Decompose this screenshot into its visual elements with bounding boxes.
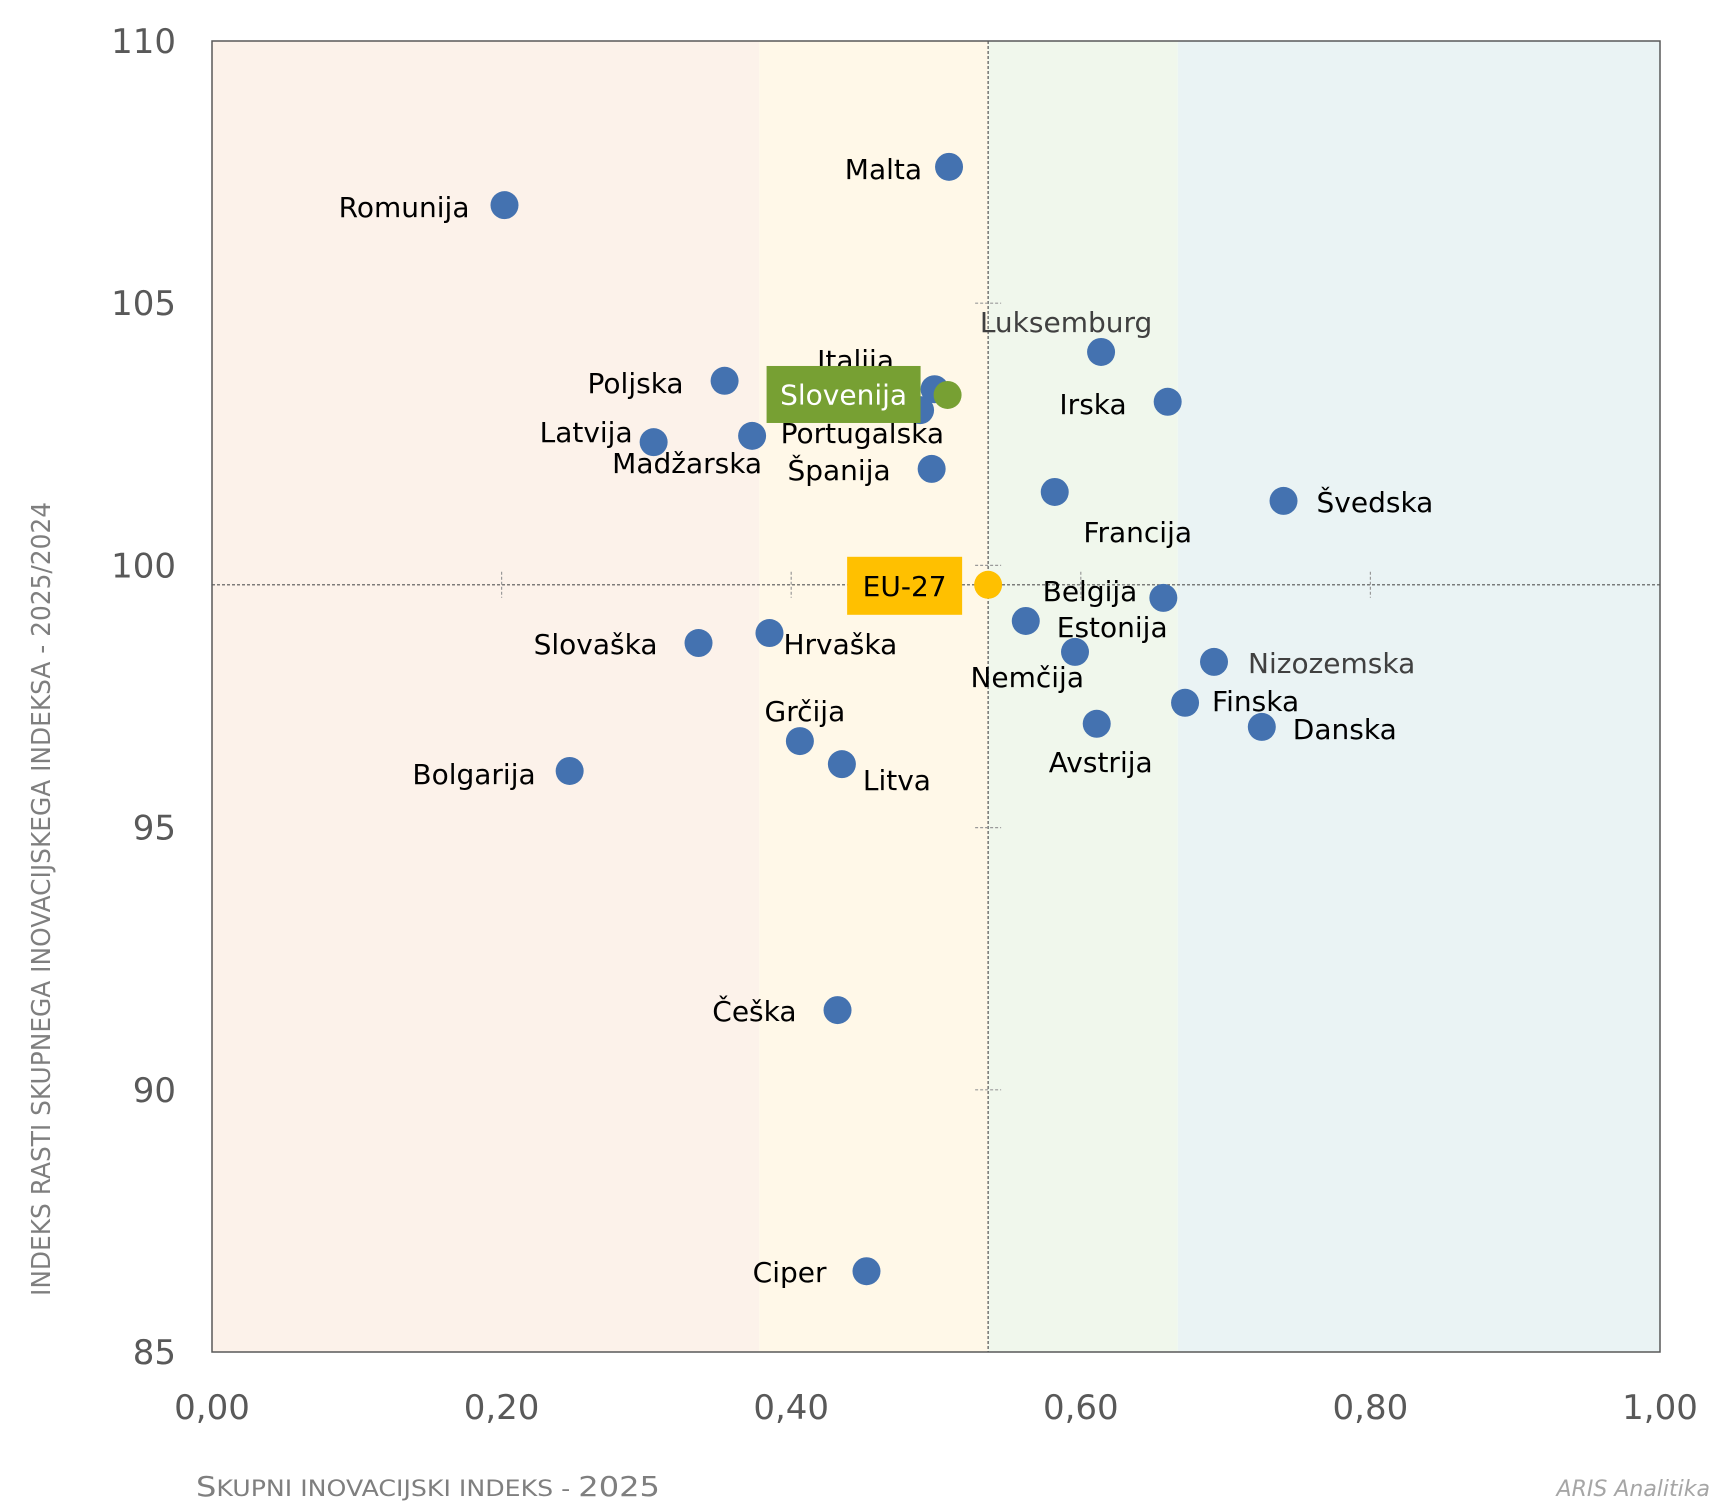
- highlight-label-eu: EU-27: [863, 570, 947, 603]
- data-point: [738, 421, 767, 450]
- background-band-4: [1177, 41, 1660, 1352]
- point-label: Nizozemska: [1248, 647, 1415, 680]
- background-bands: [212, 41, 1660, 1352]
- x-tick-label: 1,00: [1622, 1388, 1698, 1428]
- data-point: [1149, 583, 1178, 612]
- credit-watermark: ARIS Analitika: [1555, 1477, 1710, 1502]
- data-point: [827, 750, 856, 779]
- plot-frame: [211, 40, 1661, 1353]
- x-axis-ticks: 0,00 0,20 0,40 0,60 0,80 1,00: [174, 1388, 1698, 1428]
- y-axis-title: INDEKS RASTI SKUPNEGA INOVACIJSKEGA INDE…: [27, 502, 57, 1296]
- x-tick-label: 0,20: [464, 1388, 540, 1428]
- y-tick-label: 100: [111, 546, 176, 586]
- point-label: Belgija: [1043, 575, 1138, 608]
- point-label: Španija: [787, 453, 890, 487]
- point-label: Luksemburg: [980, 306, 1152, 339]
- point-label: Danska: [1293, 713, 1397, 746]
- data-point: [639, 428, 668, 457]
- point-label: Litva: [863, 764, 931, 797]
- y-axis-ticks: 85 90 95 100 105 110: [111, 22, 176, 1373]
- data-point: [1269, 486, 1298, 515]
- data-point: [710, 366, 739, 395]
- y-tick-label: 105: [111, 284, 176, 324]
- point-label: Grčija: [765, 695, 846, 728]
- reference-lines: [212, 41, 1660, 1352]
- background-band-3: [988, 41, 1178, 1352]
- point-label: Češka: [712, 994, 796, 1028]
- point-label: Francija: [1083, 516, 1192, 549]
- data-point: [1011, 606, 1040, 635]
- data-point: [785, 727, 814, 756]
- data-point: [823, 996, 852, 1025]
- point-label: Latvija: [540, 416, 633, 449]
- highlight-label-box-eu: [847, 556, 963, 615]
- point-label: Slovaška: [534, 628, 658, 661]
- point-label: Madžarska: [612, 447, 762, 480]
- data-point: [684, 629, 713, 658]
- point-label: Švedska: [1317, 485, 1434, 519]
- x-tick-label: 0,40: [753, 1388, 829, 1428]
- highlight-label-box-slovenia: [766, 365, 921, 423]
- highlight-point-eu: [974, 570, 1003, 599]
- point-label: Romunija: [339, 191, 470, 224]
- y-tick-label: 110: [111, 22, 176, 62]
- point-label: Ciper: [753, 1256, 827, 1289]
- point-label: Estonija: [1057, 611, 1168, 644]
- point-label: Bolgarija: [412, 758, 535, 791]
- data-labels: RomunijaMaltaPoljskaLatvijaMadžarskaItal…: [339, 153, 1434, 1289]
- x-tick-label: 0,60: [1043, 1388, 1119, 1428]
- point-label: Nemčija: [970, 661, 1084, 694]
- y-tick-label: 90: [133, 1071, 176, 1111]
- data-point: [755, 619, 784, 648]
- data-point: [852, 1257, 881, 1286]
- data-point: [490, 191, 519, 220]
- point-label: Malta: [845, 153, 922, 186]
- x-tick-label: 0,00: [174, 1388, 250, 1428]
- data-point: [935, 152, 964, 181]
- highlight-point-slovenia: [933, 380, 962, 409]
- background-band-1: [212, 41, 760, 1352]
- data-point: [1247, 712, 1276, 741]
- point-label: Irska: [1059, 388, 1126, 421]
- data-point: [1061, 637, 1090, 666]
- point-label: Finska: [1212, 685, 1299, 718]
- y-tick-label: 95: [133, 809, 176, 849]
- background-band-2: [759, 41, 989, 1352]
- data-point: [1200, 647, 1229, 676]
- data-point: [1171, 688, 1200, 717]
- data-point: [1153, 387, 1182, 416]
- data-point: [555, 756, 584, 785]
- point-label: Poljska: [588, 367, 684, 400]
- x-tick-label: 0,80: [1333, 1388, 1409, 1428]
- data-point: [917, 454, 946, 483]
- point-label: Avstrija: [1049, 746, 1153, 779]
- data-point: [1082, 709, 1111, 738]
- data-point: [1087, 337, 1116, 366]
- point-label: Hrvaška: [783, 628, 897, 661]
- highlight-label-slovenia: Slovenija: [780, 378, 907, 411]
- x-axis-title: S KUPNI INOVACIJSKI INDEKS - 2025: [196, 1470, 660, 1503]
- data-point: [1040, 477, 1069, 506]
- y-tick-label: 85: [133, 1333, 176, 1373]
